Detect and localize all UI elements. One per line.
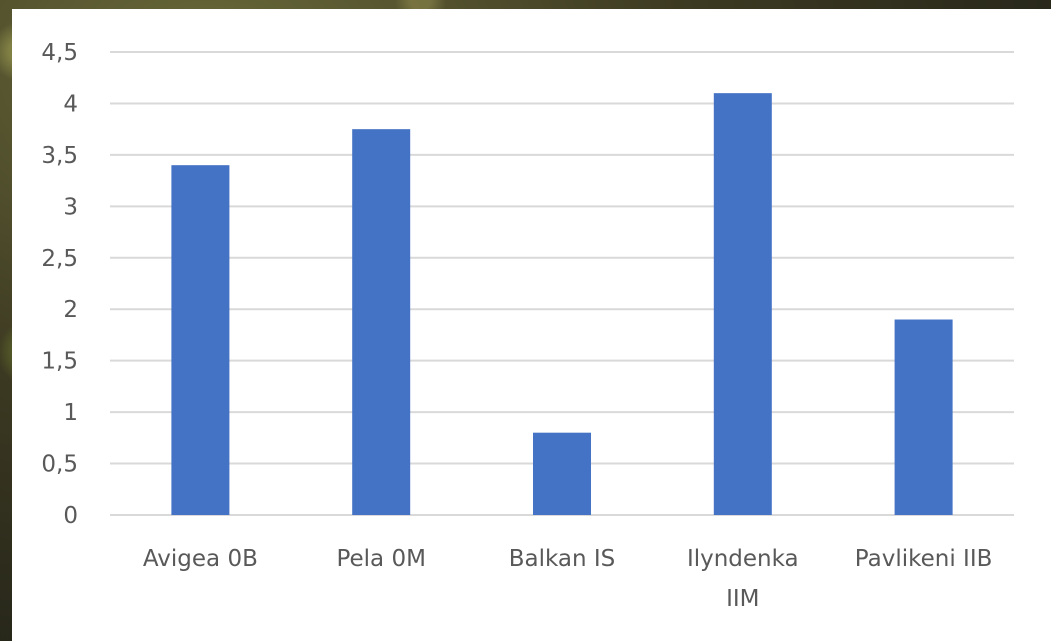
x-category-label-line: Ilyndenka [687, 546, 799, 572]
bar [713, 93, 772, 516]
y-axis-tick-labels: 0 0,5 1 1,5 2 2,5 3 3,5 4 4,5 [41, 40, 78, 529]
x-category-label-line: Pela 0M [336, 546, 425, 572]
y-tick-label: 1 [63, 400, 78, 426]
bar [171, 165, 230, 515]
x-category-label: Balkan IS [509, 546, 616, 572]
x-category-label: Pela 0M [336, 546, 425, 572]
bars [171, 93, 953, 516]
bar [533, 432, 591, 515]
x-category-label-line: IIM [726, 586, 759, 612]
y-tick-label: 0 [63, 503, 78, 529]
y-tick-label: 2,5 [41, 246, 78, 272]
y-tick-label: 3 [63, 194, 78, 220]
bar [894, 319, 953, 515]
bar [352, 129, 411, 515]
x-category-label: Pavlikeni IIB [855, 546, 993, 572]
x-category-label: Ilyndenka IIM [687, 546, 799, 612]
y-tick-label: 3,5 [41, 143, 78, 169]
y-tick-label: 4,5 [41, 40, 78, 66]
gridlines [110, 51, 1014, 516]
x-category-label: Avigea 0B [143, 546, 258, 572]
y-tick-label: 1,5 [41, 349, 78, 375]
x-category-label-line: Avigea 0B [143, 546, 258, 572]
y-tick-label: 0,5 [41, 452, 78, 478]
y-tick-label: 4 [63, 91, 78, 117]
x-axis-category-labels: Avigea 0B Pela 0M Balkan IS Ilyndenka IIM Pav… [143, 546, 992, 612]
x-category-label-line: Pavlikeni IIB [855, 546, 993, 572]
x-category-label-line: Balkan IS [509, 546, 616, 572]
y-tick-label: 2 [63, 297, 78, 323]
